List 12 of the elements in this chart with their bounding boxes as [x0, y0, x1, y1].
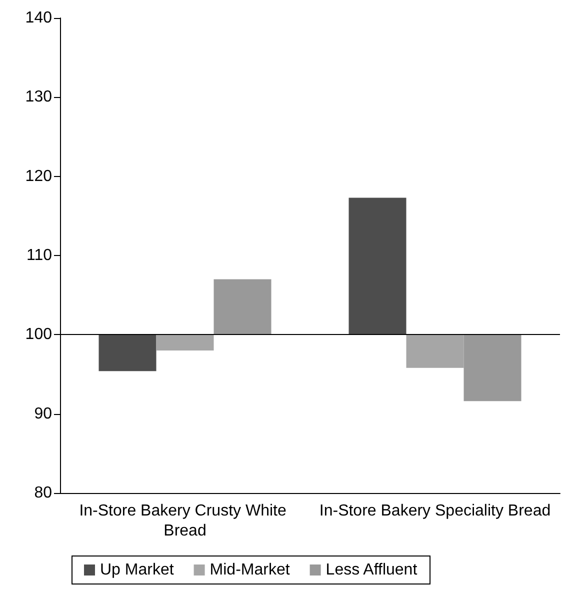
- y-tick-label: 130: [25, 88, 52, 106]
- y-tick-label: 80: [34, 484, 52, 502]
- legend-label: Less Affluent: [326, 562, 418, 578]
- y-tick-label: 100: [25, 326, 52, 344]
- x-tick-label: In-Store Bakery Crusty White Bread: [79, 502, 291, 540]
- legend-label: Mid-Market: [210, 562, 290, 578]
- y-tick-label: 90: [34, 405, 52, 422]
- y-tick-label: 140: [25, 10, 52, 26]
- x-tick-label: In-Store Bakery Speciality Bread: [319, 502, 551, 520]
- y-tick-label: 120: [25, 168, 52, 185]
- legend-label: Up Market: [100, 562, 174, 578]
- y-tick-label: 110: [26, 247, 52, 264]
